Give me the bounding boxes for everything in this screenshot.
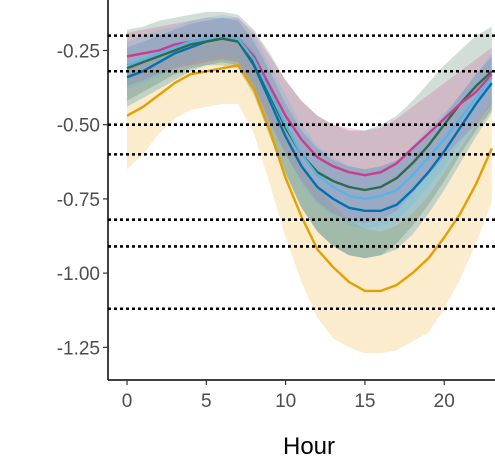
reference-lines <box>108 34 495 311</box>
y-tick-label-3: -1.00 <box>57 264 100 285</box>
series-lines <box>126 34 493 293</box>
x-tick-label-2: 10 <box>275 391 296 412</box>
confidence-bands <box>127 11 492 354</box>
x-tick-label-4: 20 <box>434 391 455 412</box>
band-1 <box>127 35 492 354</box>
axes <box>107 0 495 381</box>
series-line-2 <box>126 37 493 213</box>
tick-labels: -0.25 -0.50 -0.75 -1.00 -1.25 0 5 10 15 20 <box>57 41 455 412</box>
band-2 <box>127 17 492 259</box>
band-4 <box>127 17 492 223</box>
x-tick-label-1: 5 <box>201 391 212 412</box>
y-tick-label-1: -0.50 <box>57 116 100 137</box>
x-tick-label-3: 15 <box>354 391 375 412</box>
y-tick-label-0: -0.25 <box>57 41 100 62</box>
band-3 <box>127 11 492 259</box>
y-tick-label-2: -0.75 <box>57 190 100 211</box>
x-axis-title: Hour <box>283 433 335 460</box>
y-tick-label-4: -1.25 <box>57 338 100 359</box>
x-tick-label-0: 0 <box>122 391 133 412</box>
series-line-1 <box>126 64 493 293</box>
tick-marks <box>103 49 445 385</box>
series-line-5 <box>126 34 493 201</box>
